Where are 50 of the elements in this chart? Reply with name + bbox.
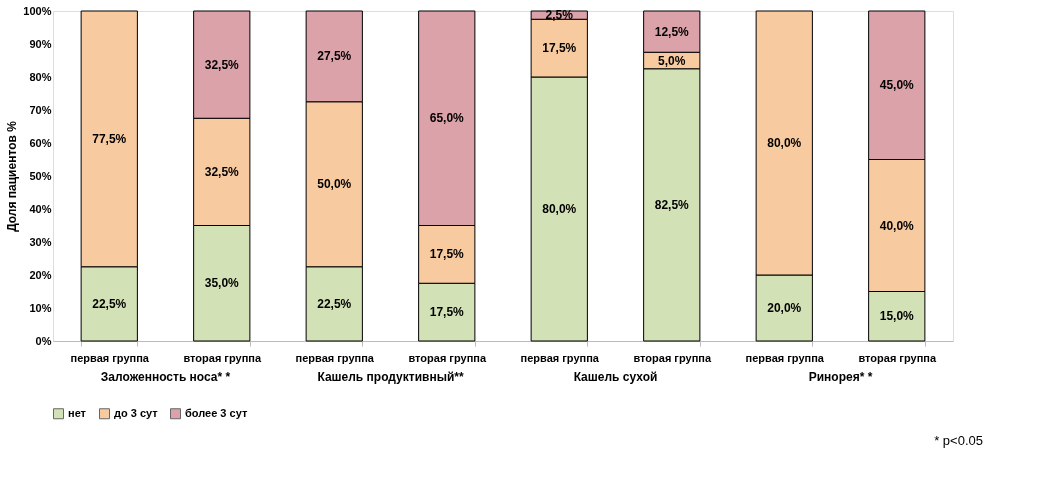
x-tick-label: вторая группа	[633, 351, 712, 364]
y-tick-label: 10%	[29, 301, 52, 314]
data-label: 2,5%	[545, 8, 574, 23]
x-tick-label: вторая группа	[858, 351, 937, 364]
data-label: 77,5%	[92, 131, 127, 146]
data-label: 17,5%	[429, 305, 465, 320]
y-tick-label: 60%	[29, 136, 52, 149]
data-label: 50,0%	[317, 177, 352, 192]
x-tick-label: первая группа	[745, 351, 825, 364]
data-label: 65,0%	[429, 111, 465, 126]
y-tick-label: 100%	[23, 4, 52, 17]
y-tick-label: 70%	[29, 103, 52, 116]
x-tick-label: вторая группа	[183, 351, 262, 364]
x-tick-label: вторая группа	[408, 351, 487, 364]
y-tick-label: 30%	[29, 235, 52, 248]
text: Кашель продуктивный**	[317, 370, 464, 384]
data-label: 5,0%	[658, 53, 686, 68]
y-tick-label: 80%	[29, 70, 52, 83]
legend-label: нет	[68, 406, 87, 419]
data-label: 27,5%	[317, 49, 352, 64]
y-tick-label: 90%	[29, 37, 52, 50]
data-label: 22,5%	[92, 296, 127, 311]
data-label: 32,5%	[204, 164, 240, 179]
y-tick-label: 40%	[29, 202, 52, 215]
y-axis-title: Доля пациентов %	[5, 120, 20, 232]
data-label: 15,0%	[879, 309, 915, 324]
data-label: 82,5%	[654, 197, 690, 212]
data-label: 17,5%	[429, 247, 465, 262]
y-tick-label: 50%	[29, 169, 52, 182]
data-label: 80,0%	[767, 136, 802, 150]
data-label: 45,0%	[879, 78, 915, 93]
data-label: 20,0%	[767, 301, 802, 315]
legend-label: более 3 сут	[185, 406, 248, 419]
y-tick-label: 20%	[29, 268, 52, 281]
text: Заложенность носа* *	[100, 370, 231, 384]
data-label: 40,0%	[879, 218, 915, 233]
data-label: 35,0%	[204, 276, 240, 291]
y-tick-label: 0%	[35, 334, 52, 347]
x-tick-label: первая группа	[295, 351, 375, 364]
text: Кашель сухой	[573, 370, 658, 384]
text: * p<0.05	[934, 433, 983, 448]
data-label: 80,0%	[542, 202, 577, 216]
data-label: 17,5%	[542, 41, 577, 56]
data-label: 12,5%	[654, 24, 690, 39]
legend-label: до 3 сут	[114, 406, 159, 419]
x-tick-label: первая группа	[70, 351, 150, 364]
x-tick-label: первая группа	[520, 351, 600, 364]
text: Ринорея* *	[808, 370, 873, 384]
data-label: 22,5%	[317, 296, 352, 311]
data-label: 32,5%	[204, 57, 240, 72]
